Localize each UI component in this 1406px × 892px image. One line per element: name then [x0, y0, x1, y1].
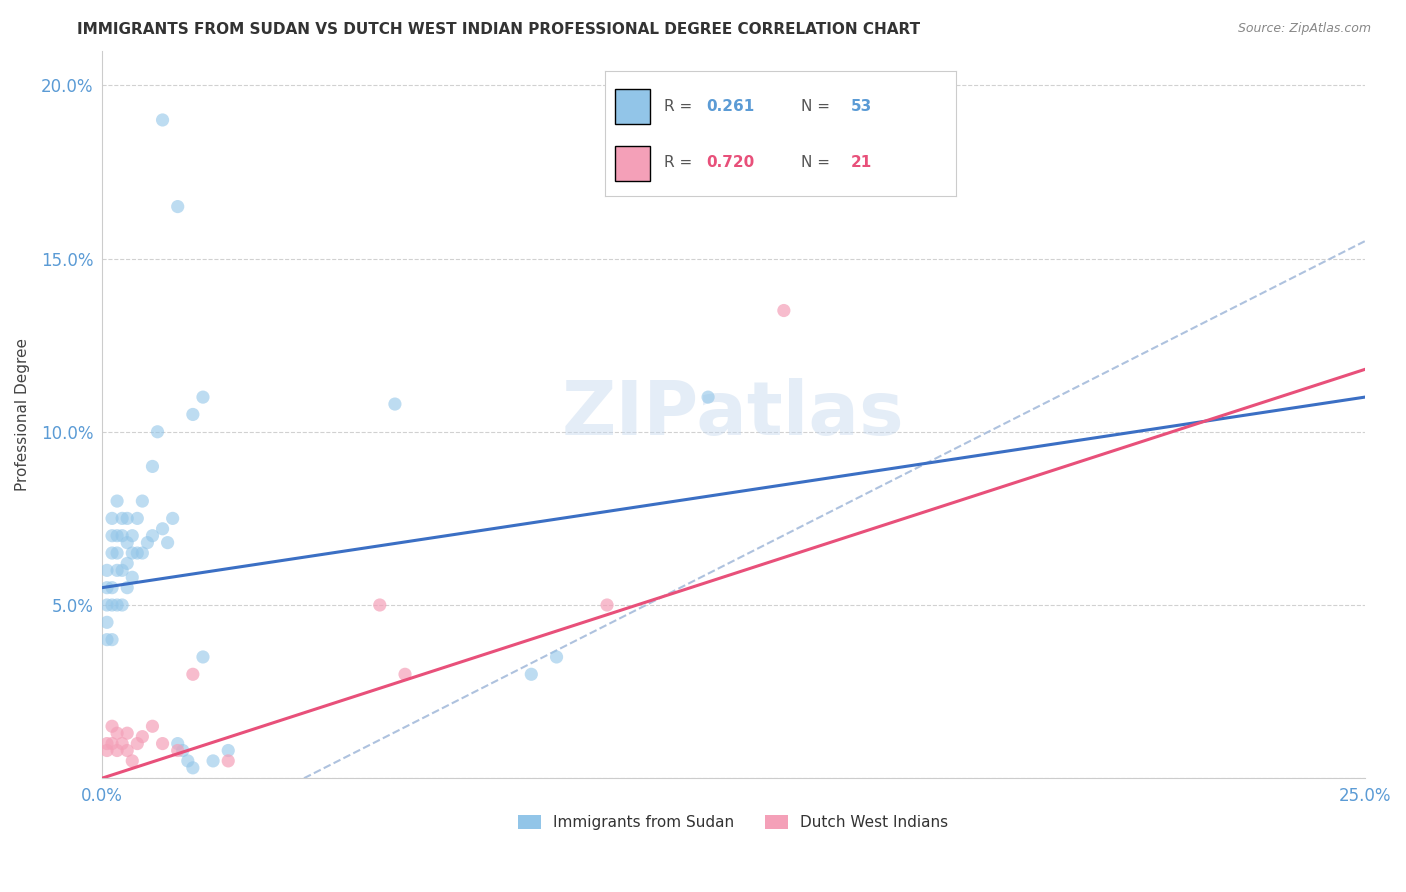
- Point: [101, 719, 124, 733]
- Point: [111, 598, 134, 612]
- Point: [101, 581, 124, 595]
- Point: [181, 667, 204, 681]
- Text: 21: 21: [851, 155, 872, 170]
- Point: [111, 563, 134, 577]
- Point: [111, 511, 134, 525]
- Point: [141, 529, 163, 543]
- FancyBboxPatch shape: [616, 89, 650, 124]
- Point: [115, 581, 138, 595]
- Point: [181, 761, 204, 775]
- Point: [101, 737, 124, 751]
- Text: 0.720: 0.720: [707, 155, 755, 170]
- Point: [127, 737, 149, 751]
- Point: [152, 522, 174, 536]
- Point: [127, 546, 149, 560]
- Text: ZIPatlas: ZIPatlas: [562, 378, 904, 451]
- Point: [697, 390, 720, 404]
- Text: 53: 53: [851, 99, 872, 114]
- Point: [115, 726, 138, 740]
- Point: [115, 511, 138, 525]
- Point: [773, 303, 796, 318]
- Point: [96, 615, 118, 630]
- Point: [101, 529, 124, 543]
- Point: [368, 598, 391, 612]
- Text: 0.261: 0.261: [707, 99, 755, 114]
- Text: R =: R =: [665, 155, 693, 170]
- Point: [177, 754, 200, 768]
- Point: [156, 535, 179, 549]
- Text: R =: R =: [665, 99, 693, 114]
- Point: [105, 546, 128, 560]
- Text: N =: N =: [801, 155, 831, 170]
- Point: [96, 598, 118, 612]
- Point: [101, 546, 124, 560]
- Point: [96, 743, 118, 757]
- Point: [121, 754, 143, 768]
- Point: [520, 667, 543, 681]
- Point: [217, 743, 239, 757]
- Text: Source: ZipAtlas.com: Source: ZipAtlas.com: [1237, 22, 1371, 36]
- Point: [166, 737, 188, 751]
- FancyBboxPatch shape: [616, 146, 650, 181]
- Point: [111, 737, 134, 751]
- Point: [115, 557, 138, 571]
- Point: [166, 200, 188, 214]
- Point: [152, 737, 174, 751]
- Point: [127, 511, 149, 525]
- Text: IMMIGRANTS FROM SUDAN VS DUTCH WEST INDIAN PROFESSIONAL DEGREE CORRELATION CHART: IMMIGRANTS FROM SUDAN VS DUTCH WEST INDI…: [77, 22, 921, 37]
- Point: [101, 511, 124, 525]
- Point: [105, 743, 128, 757]
- Point: [96, 737, 118, 751]
- Point: [121, 529, 143, 543]
- Point: [105, 494, 128, 508]
- Point: [172, 743, 194, 757]
- Point: [101, 632, 124, 647]
- Point: [596, 598, 619, 612]
- Point: [131, 494, 153, 508]
- Point: [131, 730, 153, 744]
- Point: [141, 719, 163, 733]
- Point: [191, 390, 214, 404]
- Point: [115, 535, 138, 549]
- Point: [105, 529, 128, 543]
- Point: [394, 667, 416, 681]
- Point: [101, 598, 124, 612]
- Point: [105, 598, 128, 612]
- Point: [191, 650, 214, 665]
- Point: [384, 397, 406, 411]
- Point: [121, 570, 143, 584]
- Point: [202, 754, 225, 768]
- Point: [152, 112, 174, 127]
- Point: [162, 511, 184, 525]
- Point: [141, 459, 163, 474]
- Point: [136, 535, 159, 549]
- Point: [96, 632, 118, 647]
- Point: [146, 425, 169, 439]
- Point: [96, 581, 118, 595]
- Point: [166, 743, 188, 757]
- Legend: Immigrants from Sudan, Dutch West Indians: Immigrants from Sudan, Dutch West Indian…: [512, 809, 955, 836]
- Point: [546, 650, 568, 665]
- Point: [111, 529, 134, 543]
- Point: [181, 408, 204, 422]
- Text: N =: N =: [801, 99, 831, 114]
- Point: [217, 754, 239, 768]
- Y-axis label: Professional Degree: Professional Degree: [15, 338, 30, 491]
- Point: [115, 743, 138, 757]
- Point: [96, 563, 118, 577]
- Point: [105, 563, 128, 577]
- Point: [105, 726, 128, 740]
- Point: [121, 546, 143, 560]
- Point: [131, 546, 153, 560]
